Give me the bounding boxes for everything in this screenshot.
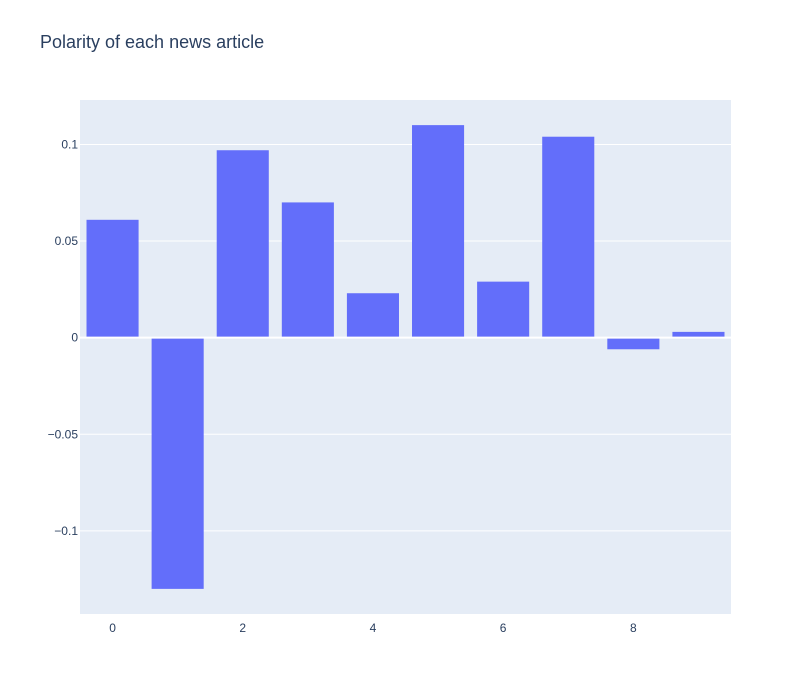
x-tick-label: 0 xyxy=(109,621,116,635)
x-tick-label: 4 xyxy=(370,621,377,635)
bar xyxy=(607,337,660,350)
y-tick-label: −0.1 xyxy=(54,524,78,538)
y-axis-tick-labels: −0.1 −0.05 0 0.05 0.1 xyxy=(48,137,79,537)
y-tick-label: 0 xyxy=(71,331,78,345)
x-axis-tick-labels: 0 2 4 6 8 xyxy=(109,621,637,635)
y-tick-label: 0.1 xyxy=(61,137,78,151)
bar xyxy=(86,219,139,338)
bar xyxy=(412,125,465,338)
x-tick-label: 8 xyxy=(630,621,637,635)
bar xyxy=(672,331,725,338)
bar xyxy=(542,136,595,338)
chart-title: Polarity of each news article xyxy=(40,32,265,52)
bar xyxy=(151,337,204,589)
y-tick-label: 0.05 xyxy=(55,234,79,248)
bar xyxy=(346,293,399,338)
bar xyxy=(281,202,334,338)
x-tick-label: 2 xyxy=(239,621,246,635)
bar xyxy=(477,281,530,338)
x-tick-label: 6 xyxy=(500,621,507,635)
y-tick-label: −0.05 xyxy=(48,427,79,441)
bar xyxy=(216,150,269,338)
bars xyxy=(86,125,725,589)
